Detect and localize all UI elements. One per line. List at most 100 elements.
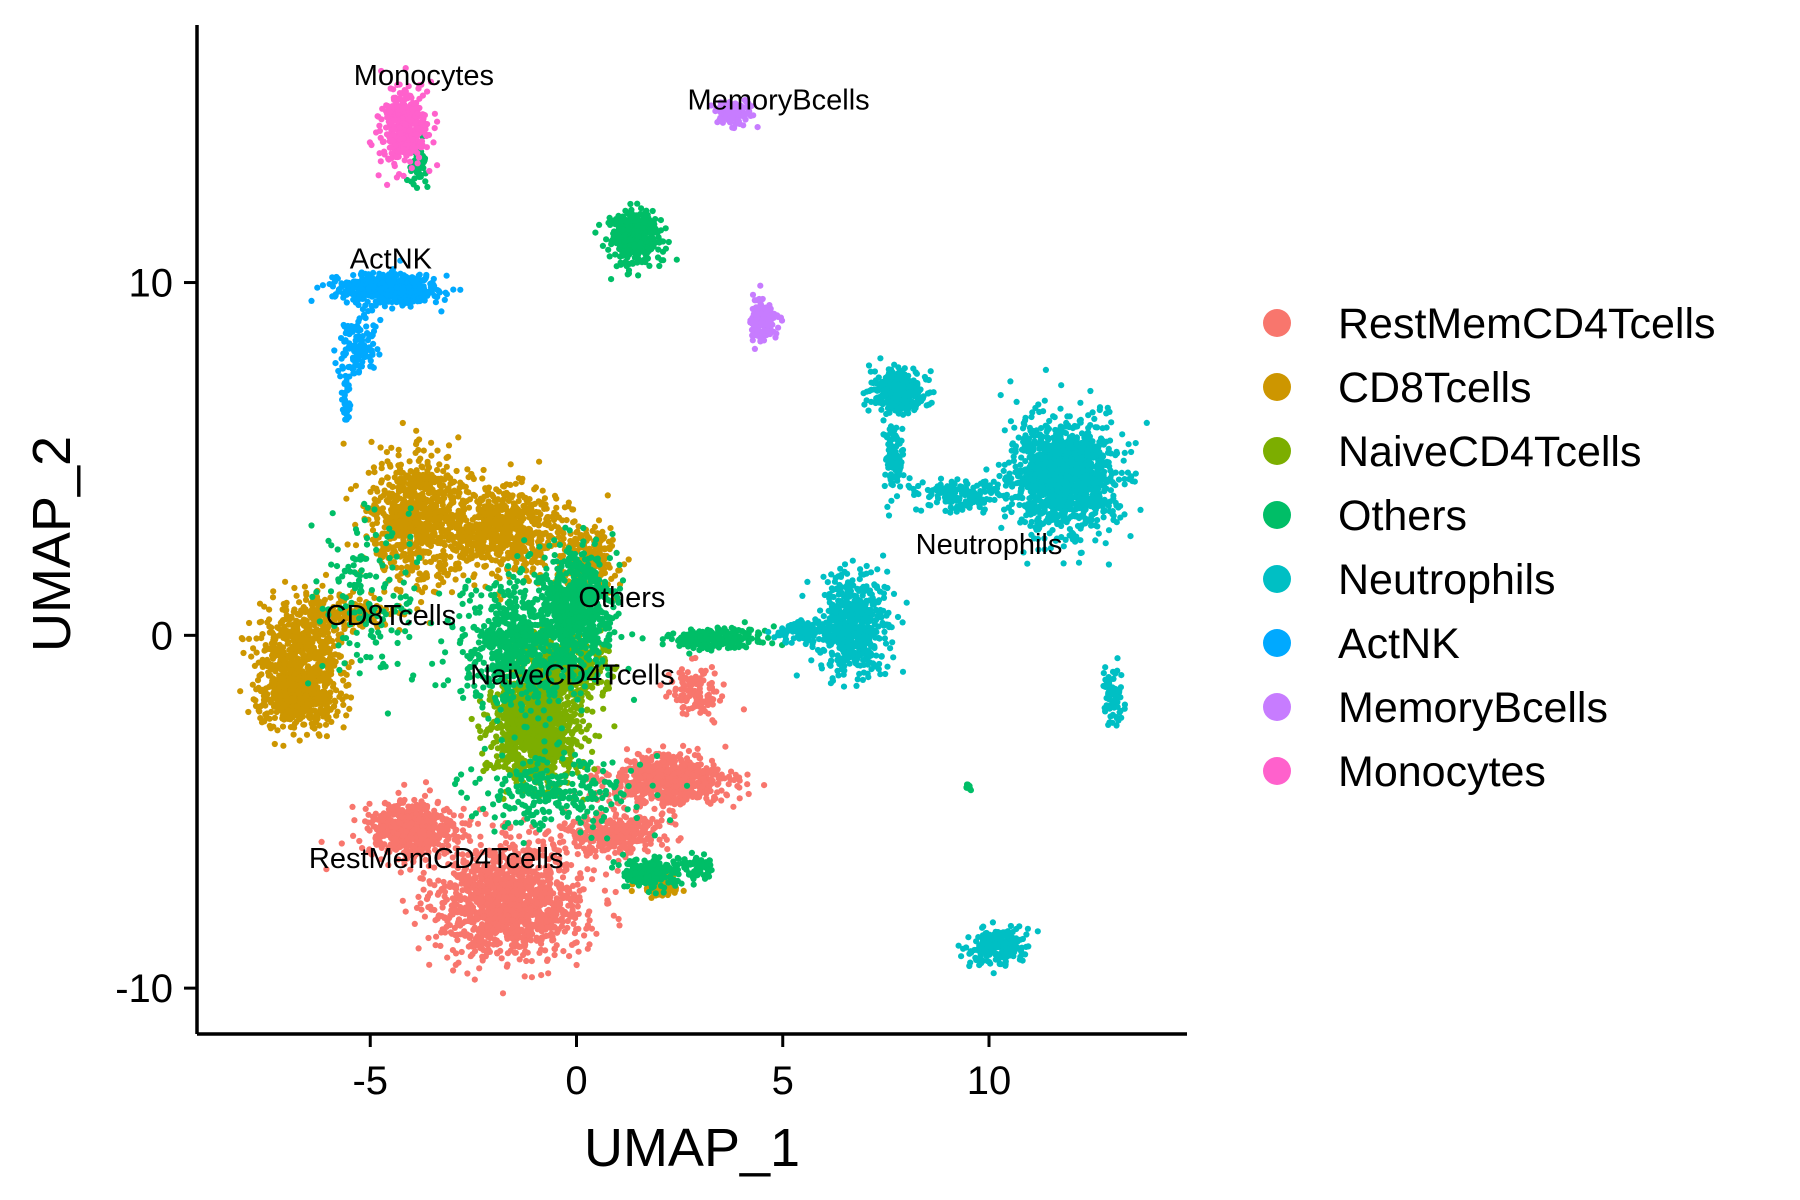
data-point — [415, 945, 422, 952]
data-point — [573, 939, 580, 946]
data-point — [680, 742, 687, 750]
data-point — [477, 841, 484, 849]
data-point — [586, 917, 593, 924]
data-point — [721, 775, 728, 782]
data-point — [720, 681, 727, 688]
data-point — [298, 706, 305, 714]
data-point — [525, 884, 532, 891]
data-point — [316, 637, 323, 645]
data-point — [459, 851, 466, 858]
data-point — [405, 823, 413, 830]
data-point — [400, 529, 407, 536]
data-point — [420, 528, 427, 535]
data-point — [692, 677, 699, 684]
data-point — [477, 896, 484, 903]
data-point — [323, 733, 330, 740]
data-point — [416, 477, 423, 484]
data-point — [680, 703, 687, 711]
data-point — [399, 897, 406, 904]
data-point — [671, 763, 679, 770]
data-point — [343, 712, 350, 719]
data-point — [304, 700, 311, 707]
data-point — [245, 708, 252, 716]
data-point — [322, 571, 330, 579]
data-point — [658, 841, 666, 848]
data-point — [377, 444, 384, 451]
data-point — [745, 790, 752, 798]
data-point — [415, 816, 422, 823]
data-point — [601, 887, 609, 894]
data-point — [683, 698, 690, 705]
data-point — [512, 480, 519, 487]
data-point — [435, 913, 442, 920]
data-point — [319, 582, 326, 589]
data-point — [689, 771, 696, 779]
data-point — [343, 495, 350, 502]
data-point — [551, 945, 558, 952]
data-point — [637, 833, 644, 840]
data-point — [548, 836, 555, 843]
data-point — [711, 719, 718, 726]
data-point — [460, 572, 467, 579]
data-point — [252, 697, 259, 704]
data-point — [736, 777, 743, 784]
data-point — [528, 974, 536, 981]
data-point — [340, 724, 347, 731]
data-point — [644, 848, 651, 855]
data-point — [573, 926, 580, 933]
data-point — [532, 484, 540, 491]
data-point — [307, 612, 314, 619]
data-point — [515, 902, 522, 910]
data-point — [445, 442, 453, 449]
data-point — [677, 835, 684, 842]
data-point — [513, 933, 520, 940]
data-point — [407, 525, 414, 532]
data-point — [660, 758, 667, 765]
data-point — [458, 948, 465, 956]
data-point — [300, 670, 307, 677]
data-point — [436, 482, 443, 489]
data-point — [440, 826, 447, 833]
data-point — [534, 900, 541, 907]
data-point — [362, 805, 369, 813]
data-point — [565, 902, 572, 909]
data-point — [316, 691, 323, 698]
data-point — [449, 854, 456, 861]
data-point — [704, 696, 711, 703]
data-point — [665, 786, 673, 794]
data-point — [283, 607, 290, 614]
data-point — [589, 876, 596, 883]
data-point — [290, 731, 297, 738]
data-point — [441, 914, 448, 922]
data-point — [482, 810, 489, 818]
data-point — [433, 933, 440, 940]
data-point — [413, 541, 420, 548]
data-point — [388, 506, 395, 513]
data-point — [688, 682, 695, 689]
data-point — [549, 933, 556, 941]
data-point — [684, 790, 691, 797]
data-point — [407, 866, 414, 873]
data-point — [527, 876, 534, 883]
data-point — [271, 740, 278, 748]
data-point — [340, 701, 347, 709]
data-point — [317, 705, 324, 713]
data-point — [496, 884, 503, 892]
data-point — [636, 786, 643, 793]
data-point — [418, 540, 425, 547]
data-point — [270, 588, 277, 595]
data-point — [610, 819, 617, 826]
data-point — [493, 941, 500, 948]
data-point — [485, 894, 492, 902]
data-point — [370, 817, 377, 824]
data-point — [615, 821, 622, 828]
data-point — [413, 441, 420, 448]
data-point — [452, 950, 460, 957]
data-point — [512, 949, 519, 956]
data-point — [550, 906, 557, 913]
data-point — [604, 846, 611, 853]
data-point — [580, 886, 587, 893]
data-point — [347, 694, 355, 701]
data-point — [344, 541, 351, 548]
data-point — [415, 893, 422, 901]
